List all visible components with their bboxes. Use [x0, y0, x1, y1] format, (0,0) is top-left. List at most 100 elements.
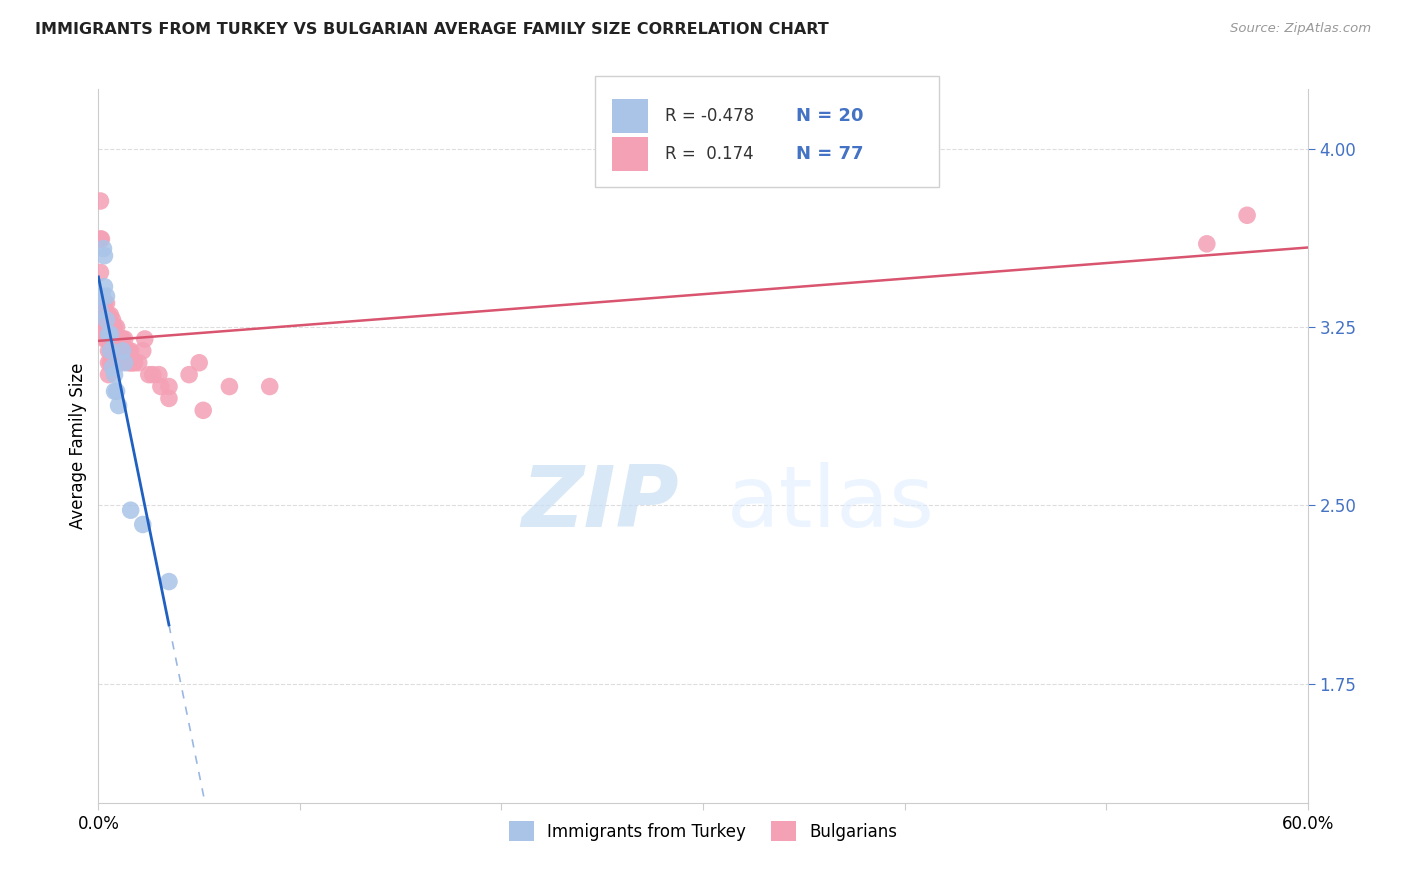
Point: [97, 308, 120, 322]
Point: [120, 356, 142, 370]
Point: [93, 249, 115, 263]
Point: [96, 320, 118, 334]
Point: [93, 313, 115, 327]
Point: [96, 313, 118, 327]
Text: Source: ZipAtlas.com: Source: ZipAtlas.com: [1230, 22, 1371, 36]
Point: [111, 343, 134, 358]
Point: [105, 320, 128, 334]
Point: [134, 332, 156, 346]
Text: IMMIGRANTS FROM TURKEY VS BULGARIAN AVERAGE FAMILY SIZE CORRELATION CHART: IMMIGRANTS FROM TURKEY VS BULGARIAN AVER…: [35, 22, 830, 37]
Point: [259, 379, 281, 393]
Point: [157, 574, 180, 589]
Point: [1236, 208, 1258, 222]
Point: [96, 296, 118, 310]
Point: [97, 327, 120, 342]
Point: [115, 343, 138, 358]
Point: [128, 356, 150, 370]
Point: [149, 379, 172, 393]
Point: [111, 343, 134, 358]
Text: R = -0.478: R = -0.478: [665, 107, 754, 125]
Point: [120, 343, 142, 358]
Point: [91, 289, 114, 303]
Point: [138, 368, 160, 382]
Point: [142, 368, 165, 382]
Point: [101, 343, 124, 358]
Point: [132, 343, 155, 358]
Point: [1195, 236, 1218, 251]
Point: [97, 356, 120, 370]
Point: [110, 356, 132, 370]
Point: [97, 343, 120, 358]
Point: [124, 356, 146, 370]
Point: [93, 296, 115, 310]
Point: [218, 379, 240, 393]
Point: [101, 356, 124, 370]
Point: [110, 332, 132, 346]
Point: [97, 320, 120, 334]
Legend: Immigrants from Turkey, Bulgarians: Immigrants from Turkey, Bulgarians: [502, 814, 904, 848]
Point: [89, 265, 111, 279]
Point: [111, 332, 134, 346]
Y-axis label: Average Family Size: Average Family Size: [69, 363, 87, 529]
Point: [100, 343, 122, 358]
Point: [93, 308, 115, 322]
Point: [114, 343, 136, 358]
Point: [93, 296, 115, 310]
Point: [93, 313, 115, 327]
Point: [100, 327, 122, 342]
Text: R =  0.174: R = 0.174: [665, 145, 754, 163]
Point: [107, 343, 129, 358]
Point: [107, 399, 129, 413]
Point: [114, 356, 136, 370]
Point: [96, 289, 118, 303]
Point: [93, 332, 115, 346]
Point: [100, 308, 122, 322]
Point: [101, 360, 124, 375]
Point: [157, 392, 180, 406]
Point: [103, 356, 125, 370]
Point: [91, 313, 114, 327]
Point: [103, 368, 125, 382]
Point: [89, 303, 111, 318]
Point: [100, 356, 122, 370]
Text: N = 20: N = 20: [796, 107, 863, 125]
Point: [103, 332, 125, 346]
Point: [188, 356, 211, 370]
Point: [93, 320, 115, 334]
Point: [89, 232, 111, 246]
Point: [101, 332, 124, 346]
Point: [103, 320, 125, 334]
Text: atlas: atlas: [727, 461, 935, 545]
Point: [96, 332, 118, 346]
Point: [93, 242, 115, 256]
Point: [97, 368, 120, 382]
Point: [103, 343, 125, 358]
Point: [148, 368, 170, 382]
Point: [157, 379, 180, 393]
Point: [120, 503, 142, 517]
Point: [132, 517, 155, 532]
Point: [100, 320, 122, 334]
Point: [105, 332, 128, 346]
Text: ZIP: ZIP: [522, 461, 679, 545]
Point: [118, 343, 141, 358]
Point: [96, 313, 118, 327]
Point: [100, 343, 122, 358]
Point: [179, 368, 201, 382]
Point: [91, 296, 114, 310]
Point: [90, 232, 112, 246]
Point: [100, 332, 122, 346]
Point: [101, 320, 124, 334]
Point: [103, 384, 125, 399]
Point: [121, 356, 143, 370]
Point: [93, 279, 115, 293]
Point: [118, 356, 141, 370]
Point: [107, 332, 129, 346]
Text: N = 77: N = 77: [796, 145, 863, 163]
Point: [105, 356, 128, 370]
Point: [91, 308, 114, 322]
Point: [193, 403, 215, 417]
Point: [89, 194, 111, 208]
Point: [107, 356, 129, 370]
Point: [114, 332, 136, 346]
